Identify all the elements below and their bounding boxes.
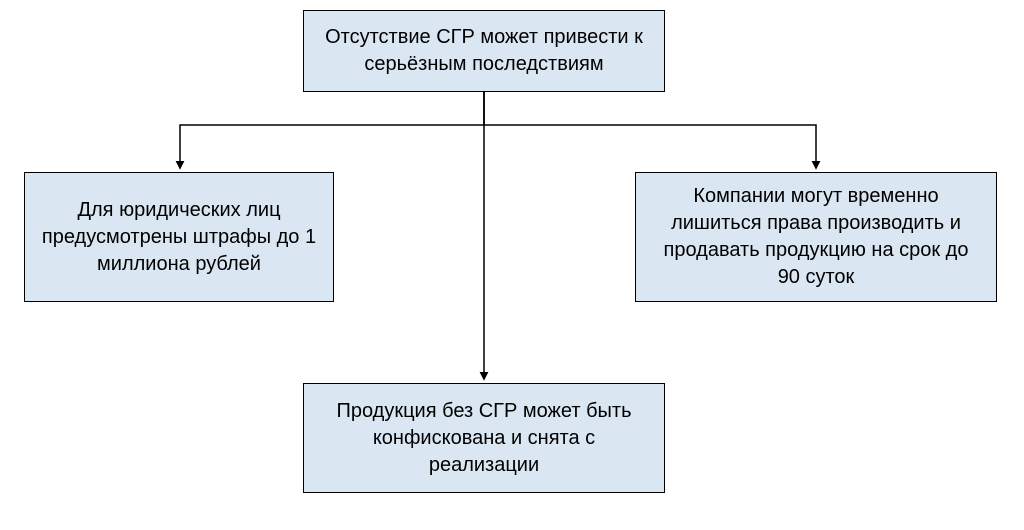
node-top-label: Отсутствие СГР может привести к серьёзны… (318, 24, 650, 78)
edge-top-left (180, 92, 484, 168)
node-right-label: Компании могут временно лишиться права п… (650, 183, 982, 291)
node-right: Компании могут временно лишиться права п… (635, 172, 997, 302)
node-bottom: Продукция без СГР может быть конфискован… (303, 383, 665, 493)
node-left-label: Для юридических лиц предусмотрены штрафы… (39, 197, 319, 278)
diagram-canvas: Отсутствие СГР может привести к серьёзны… (0, 0, 1024, 530)
node-left: Для юридических лиц предусмотрены штрафы… (24, 172, 334, 302)
node-bottom-label: Продукция без СГР может быть конфискован… (318, 398, 650, 479)
node-top: Отсутствие СГР может привести к серьёзны… (303, 10, 665, 92)
edge-top-right (484, 92, 816, 168)
